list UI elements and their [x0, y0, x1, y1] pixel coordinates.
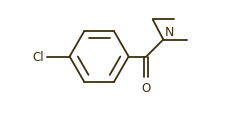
Text: N: N [164, 26, 174, 39]
Text: O: O [142, 81, 151, 94]
Text: Cl: Cl [32, 51, 44, 63]
